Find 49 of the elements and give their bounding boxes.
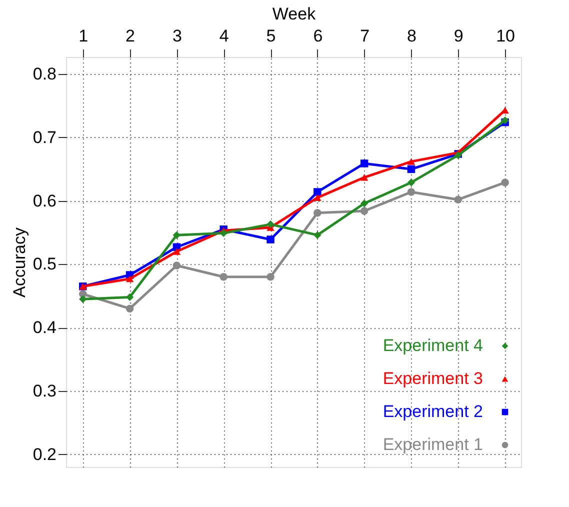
point [266, 220, 274, 228]
legend-label: Experiment 1 [382, 435, 483, 454]
x-tick-label: 10 [496, 26, 516, 46]
x-tick-label: 4 [219, 26, 229, 46]
point [172, 231, 181, 239]
point [360, 174, 368, 181]
point [407, 188, 416, 196]
point [126, 304, 134, 312]
point [314, 194, 322, 202]
point [220, 273, 228, 281]
point [501, 178, 509, 186]
x-tick-label: 1 [78, 26, 88, 46]
x-tick-label: 5 [266, 26, 276, 46]
point [454, 196, 462, 204]
y-tick-label: 0.7 [32, 128, 56, 147]
y-tick-label: 0.6 [32, 191, 56, 210]
point [172, 248, 181, 255]
x-tick-label: 7 [360, 26, 370, 46]
point [126, 293, 134, 302]
x-tick-label: 8 [407, 26, 416, 46]
point [314, 209, 322, 217]
point [220, 229, 228, 238]
point [314, 231, 322, 239]
y-axis-title: Accuracy [10, 227, 29, 298]
point [407, 158, 416, 165]
point [314, 188, 322, 196]
point [407, 165, 416, 174]
x-tick-label: 3 [172, 26, 182, 46]
point [360, 207, 368, 215]
point [172, 262, 181, 270]
y-tick-label: 0.2 [32, 444, 56, 464]
point [266, 236, 274, 244]
point [266, 273, 274, 281]
point [360, 200, 368, 208]
x-axis-title: Week [272, 4, 316, 24]
legend-label: Experiment 2 [382, 402, 483, 421]
point [360, 160, 368, 168]
point [407, 178, 416, 186]
x-tick-label: 2 [126, 26, 136, 46]
legend-label: Experiment 4 [382, 336, 483, 355]
point [79, 295, 87, 303]
y-tick-label: 0.3 [32, 381, 56, 400]
y-tick-label: 0.4 [32, 318, 56, 338]
x-tick-label: 6 [313, 26, 323, 46]
point [126, 275, 134, 282]
x-tick-label: 9 [454, 26, 464, 46]
legend-label: Experiment 3 [382, 369, 483, 388]
y-tick-label: 0.8 [32, 64, 56, 84]
y-tick-label: 0.5 [32, 254, 56, 274]
